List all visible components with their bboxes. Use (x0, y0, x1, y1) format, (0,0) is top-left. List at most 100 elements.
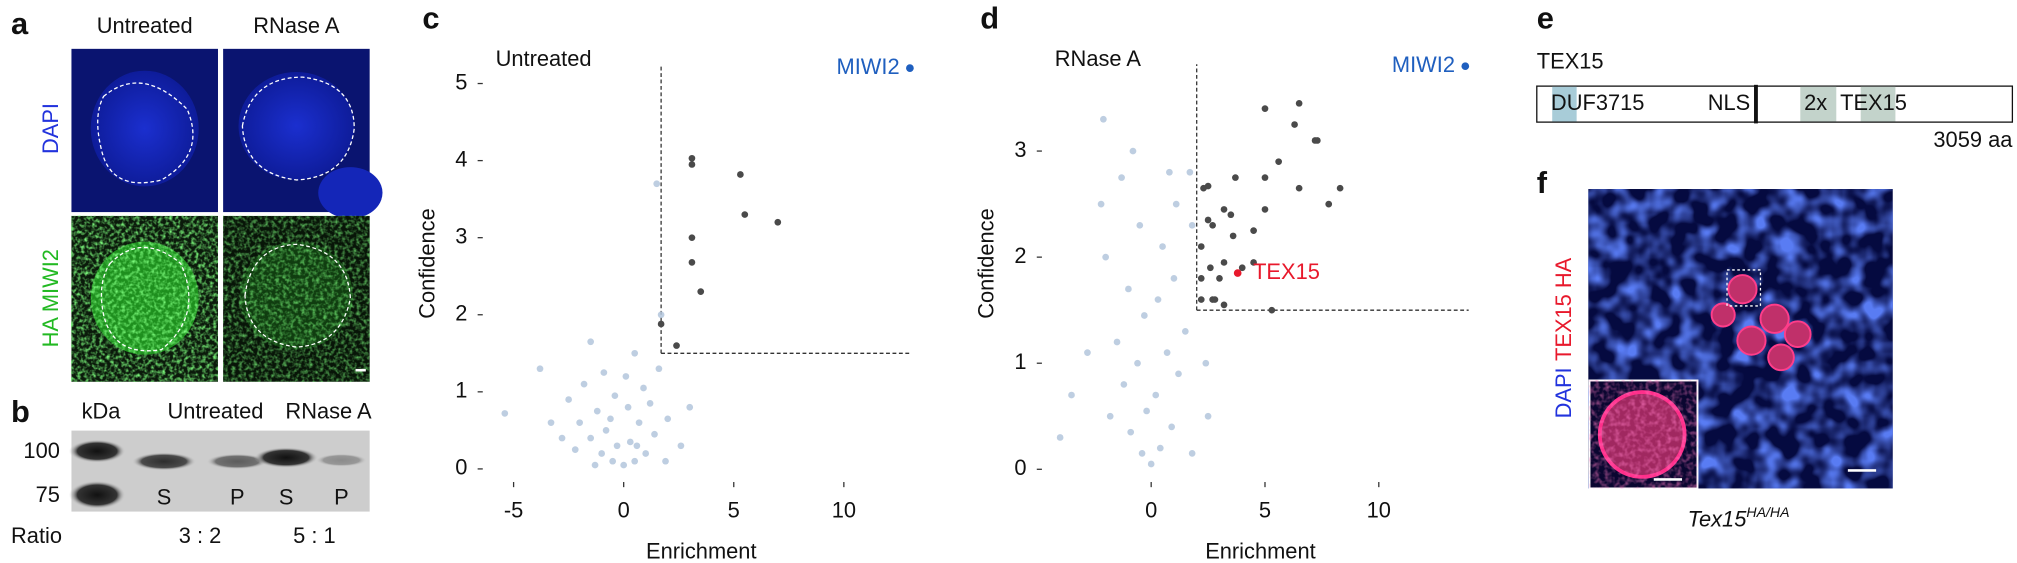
point (662, 457, 669, 465)
point (1172, 200, 1180, 208)
point (653, 180, 661, 188)
point (646, 400, 654, 407)
point (1143, 407, 1150, 415)
ratio-label: Ratio (11, 523, 62, 548)
point (640, 384, 647, 392)
point (1250, 259, 1257, 266)
point (1102, 253, 1109, 261)
y-tick-label: 2 (455, 301, 467, 326)
point (657, 320, 665, 328)
x-axis-label: Enrichment (1205, 538, 1315, 563)
protein-name: TEX15 (1537, 49, 1604, 74)
point (593, 407, 601, 415)
point (620, 461, 628, 469)
point (1197, 296, 1205, 303)
panel-letter: a (11, 6, 29, 41)
channel-label: TEX15 HA (1551, 257, 1576, 361)
point (600, 369, 608, 376)
point (688, 154, 696, 162)
point (688, 161, 696, 168)
point (607, 415, 614, 423)
point (1106, 412, 1114, 420)
point (655, 365, 663, 373)
y-tick-label: 0 (1014, 455, 1026, 480)
point (609, 457, 617, 465)
point (741, 211, 749, 218)
point (598, 450, 606, 457)
point (737, 171, 744, 178)
point (1220, 259, 1228, 266)
point (1138, 450, 1146, 457)
y-tick-label: 2 (1014, 243, 1026, 268)
point (774, 218, 782, 226)
point (1268, 306, 1276, 314)
column-label: RNase A (253, 13, 340, 38)
point (1197, 275, 1205, 282)
genotype-name: Tex15 (1688, 506, 1748, 531)
y-axis-label: Confidence (415, 208, 440, 319)
point (624, 403, 632, 411)
point (1120, 381, 1128, 388)
point (613, 442, 621, 450)
column-label: Untreated (167, 398, 263, 423)
panel-letter: d (980, 1, 999, 36)
x-tick-label: 10 (1367, 497, 1391, 522)
y-tick-label: 1 (455, 378, 467, 403)
plot-title: RNase A (1055, 46, 1142, 71)
y-tick-label: 3 (455, 223, 467, 248)
domain-label: 2x (1804, 90, 1827, 115)
point (576, 419, 583, 427)
length-label: 3059 aa (1933, 127, 2013, 152)
point (1163, 349, 1171, 356)
point (1127, 428, 1135, 436)
point (1170, 275, 1178, 282)
point (1188, 221, 1196, 229)
y-tick-label: 5 (455, 69, 467, 94)
marker-label: 75 (36, 482, 60, 507)
point (587, 434, 595, 442)
genotype-superscript: HA/HA (1746, 504, 1789, 520)
point (591, 461, 599, 469)
point (1211, 296, 1219, 303)
point (611, 392, 619, 400)
x-tick-label: 5 (1259, 497, 1271, 522)
y-tick-label: 1 (1014, 349, 1026, 374)
micrographs (71, 48, 383, 382)
point (1129, 147, 1137, 155)
point (1229, 232, 1237, 240)
point-label: TEX15 (1253, 259, 1320, 284)
point (633, 442, 641, 450)
point (1238, 264, 1246, 272)
panel-letter: e (1537, 1, 1554, 36)
point (571, 446, 579, 453)
point (1295, 99, 1303, 107)
x-tick-label: 0 (618, 497, 630, 522)
point (536, 365, 544, 373)
point (1207, 264, 1214, 272)
domain-label: TEX15 (1840, 90, 1907, 115)
point (1097, 200, 1105, 208)
point (1159, 243, 1166, 250)
point (1325, 200, 1333, 208)
blot (68, 430, 370, 512)
point (1261, 174, 1269, 181)
point (622, 373, 630, 380)
x-tick-label: 10 (832, 497, 856, 522)
highlight-point (1461, 62, 1470, 71)
point (1154, 296, 1162, 303)
point (688, 234, 696, 242)
point (1220, 206, 1228, 213)
point (1204, 412, 1212, 420)
point (1100, 115, 1107, 123)
point (677, 442, 685, 450)
point (1156, 444, 1164, 452)
point (688, 259, 696, 266)
point (1068, 391, 1075, 399)
x-tick-label: 0 (1145, 497, 1157, 522)
point (1202, 359, 1210, 367)
point-label: MIWI2 (1392, 52, 1455, 77)
point (1197, 243, 1205, 250)
point (1336, 184, 1344, 192)
point (1084, 349, 1091, 356)
